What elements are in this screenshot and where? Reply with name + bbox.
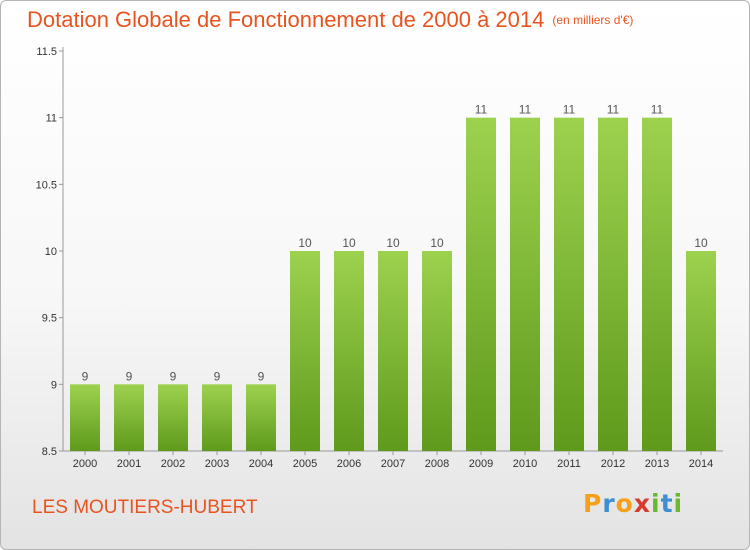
bar xyxy=(334,251,364,451)
bar-value-label: 11 xyxy=(651,103,664,117)
bar xyxy=(290,251,320,451)
bar xyxy=(642,117,672,452)
y-tick-label: 10 xyxy=(45,246,57,258)
bar xyxy=(246,384,276,451)
y-tick-label: 11.5 xyxy=(36,46,57,58)
x-tick-label: 2009 xyxy=(469,458,493,470)
bar xyxy=(114,384,144,451)
y-tick-label: 9 xyxy=(51,379,57,391)
logo-letter: x xyxy=(633,489,651,518)
y-tick-label: 10.5 xyxy=(36,179,57,191)
bar-value-label: 11 xyxy=(607,103,620,117)
data-labels: 9 9 9 9 9 10 10 10 10 11 11 11 11 11 10 xyxy=(82,103,708,384)
logo-letter: t xyxy=(660,489,674,518)
commune-name: LES MOUTIERS-HUBERT xyxy=(32,497,258,518)
bar-value-label: 10 xyxy=(694,236,708,250)
x-tick-label: 2003 xyxy=(205,458,229,470)
bar-value-label: 10 xyxy=(386,236,400,250)
bar-value-label: 9 xyxy=(82,369,89,383)
bar-value-label: 10 xyxy=(342,236,356,250)
logo-letter: o xyxy=(615,489,634,518)
title-text: Dotation Globale de Fonctionnement de 20… xyxy=(27,7,545,32)
bar xyxy=(422,251,452,451)
bar xyxy=(686,251,716,451)
bars xyxy=(70,117,716,452)
bar-value-label: 10 xyxy=(298,236,312,250)
x-tick-label: 2002 xyxy=(161,458,185,470)
x-tick-label: 2012 xyxy=(601,458,625,470)
x-tick-label: 2011 xyxy=(557,458,581,470)
chart-title: Dotation Globale de Fonctionnement de 20… xyxy=(27,7,633,33)
bar-value-label: 10 xyxy=(430,236,444,250)
title-unit: (en milliers d'€) xyxy=(552,13,634,27)
bar xyxy=(466,117,496,452)
bar xyxy=(378,251,408,451)
axes: 8.5 9 9.5 10 10.5 11 11.5 2000 2001 2002 2003 2004 2… xyxy=(36,46,723,470)
bar xyxy=(202,384,232,451)
bar-value-label: 9 xyxy=(258,369,265,383)
bar xyxy=(598,117,628,452)
bar-value-label: 9 xyxy=(126,369,133,383)
x-tick-label: 2001 xyxy=(117,458,141,470)
bar xyxy=(510,117,540,452)
y-tick-label: 11 xyxy=(46,113,57,125)
x-tick-label: 2000 xyxy=(73,458,97,470)
bar-value-label: 9 xyxy=(170,369,177,383)
logo-letter: i xyxy=(673,489,684,518)
y-tick-label: 9.5 xyxy=(42,313,57,325)
bar-value-label: 11 xyxy=(563,103,576,117)
x-tick-label: 2010 xyxy=(513,458,537,470)
bar xyxy=(70,384,100,451)
x-tick-label: 2007 xyxy=(381,458,405,470)
logo-letter: r xyxy=(602,489,616,518)
logo-letter: P xyxy=(583,489,603,518)
bar-value-label: 9 xyxy=(214,369,221,383)
x-tick-label: 2014 xyxy=(689,458,713,470)
x-tick-label: 2004 xyxy=(249,458,273,470)
proxiti-logo[interactable]: Proxiti xyxy=(583,489,683,518)
bar xyxy=(158,384,188,451)
y-tick-label: 8.5 xyxy=(42,446,57,458)
x-tick-label: 2005 xyxy=(293,458,317,470)
x-tick-label: 2006 xyxy=(337,458,361,470)
logo-letter: i xyxy=(651,489,661,518)
x-tick-label: 2013 xyxy=(645,458,669,470)
bar-value-label: 11 xyxy=(475,103,488,117)
x-tick-label: 2008 xyxy=(425,458,449,470)
bar xyxy=(554,117,584,452)
bar-value-label: 11 xyxy=(519,103,532,117)
